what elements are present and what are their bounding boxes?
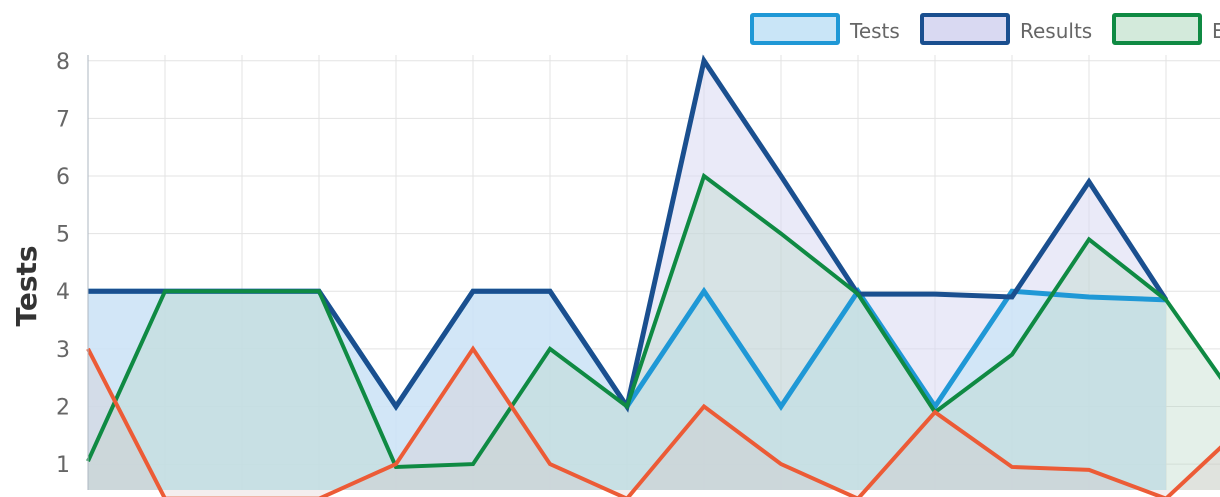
series-area-1 (88, 291, 1166, 490)
point-layer (87, 60, 1167, 470)
legend-label: E (1212, 19, 1220, 43)
y-tick-label: 3 (56, 338, 70, 363)
y-tick-label: 5 (56, 223, 70, 248)
legend-item-2: Results (920, 13, 1092, 45)
legend-item-1: Tests (750, 13, 900, 45)
axis-layer: Tests 1 2 3 4 5 6 7 8 (10, 50, 89, 490)
y-tick-label: 8 (56, 50, 70, 75)
series-area-3 (88, 175, 1220, 490)
y-tick-label: 2 (56, 395, 70, 420)
legend-label: Results (1020, 19, 1092, 43)
y-tick-label: 7 (56, 107, 70, 132)
legend: Tests Results E (750, 13, 1220, 45)
series-area-4 (88, 348, 1220, 497)
series-line-4 (86, 345, 1220, 497)
series-line-3 (86, 172, 1220, 470)
y-tick-label: 6 (56, 165, 70, 190)
legend-item-3: E (1112, 13, 1220, 45)
legend-label: Tests (849, 19, 900, 43)
y-tick-label: 1 (56, 453, 70, 478)
legend-swatch (920, 13, 1010, 45)
y-axis-title: Tests (10, 245, 43, 326)
legend-swatch (1112, 13, 1202, 45)
y-tick-label: 4 (56, 280, 70, 305)
legend-swatch (750, 13, 840, 45)
